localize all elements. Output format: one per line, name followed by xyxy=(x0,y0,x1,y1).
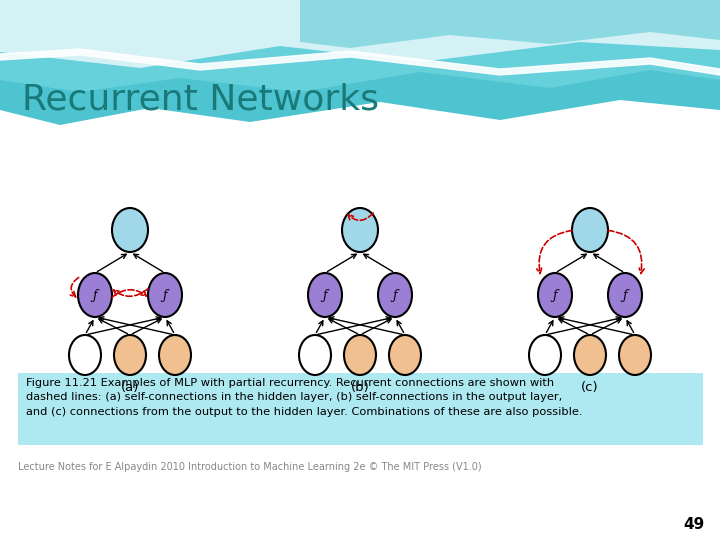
Ellipse shape xyxy=(619,335,651,375)
FancyBboxPatch shape xyxy=(18,373,703,445)
Ellipse shape xyxy=(389,335,421,375)
Text: ƒ: ƒ xyxy=(93,288,97,301)
Ellipse shape xyxy=(78,273,112,317)
Text: ƒ: ƒ xyxy=(553,288,557,301)
Ellipse shape xyxy=(538,273,572,317)
Text: ƒ: ƒ xyxy=(163,288,167,301)
Text: (c): (c) xyxy=(581,381,599,394)
Ellipse shape xyxy=(378,273,412,317)
Polygon shape xyxy=(0,0,720,68)
Text: Figure 11.21 Examples of MLP with partial recurrency. Recurrent connections are : Figure 11.21 Examples of MLP with partia… xyxy=(26,378,582,417)
Ellipse shape xyxy=(574,335,606,375)
Ellipse shape xyxy=(572,208,608,252)
Ellipse shape xyxy=(69,335,101,375)
Ellipse shape xyxy=(299,335,331,375)
Polygon shape xyxy=(0,0,720,92)
Text: Lecture Notes for E Alpaydin 2010 Introduction to Machine Learning 2e © The MIT : Lecture Notes for E Alpaydin 2010 Introd… xyxy=(18,462,482,472)
Polygon shape xyxy=(0,0,720,125)
Text: 49: 49 xyxy=(684,517,705,532)
Ellipse shape xyxy=(148,273,182,317)
Ellipse shape xyxy=(159,335,191,375)
Ellipse shape xyxy=(308,273,342,317)
Text: ƒ: ƒ xyxy=(323,288,328,301)
Ellipse shape xyxy=(344,335,376,375)
Text: (a): (a) xyxy=(121,381,139,394)
Text: ƒ: ƒ xyxy=(392,288,397,301)
Ellipse shape xyxy=(529,335,561,375)
Text: ƒ: ƒ xyxy=(623,288,627,301)
Polygon shape xyxy=(300,0,720,48)
Ellipse shape xyxy=(114,335,146,375)
Ellipse shape xyxy=(112,208,148,252)
Ellipse shape xyxy=(342,208,378,252)
Text: (b): (b) xyxy=(351,381,369,394)
Ellipse shape xyxy=(608,273,642,317)
Text: Recurrent Networks: Recurrent Networks xyxy=(22,82,379,116)
